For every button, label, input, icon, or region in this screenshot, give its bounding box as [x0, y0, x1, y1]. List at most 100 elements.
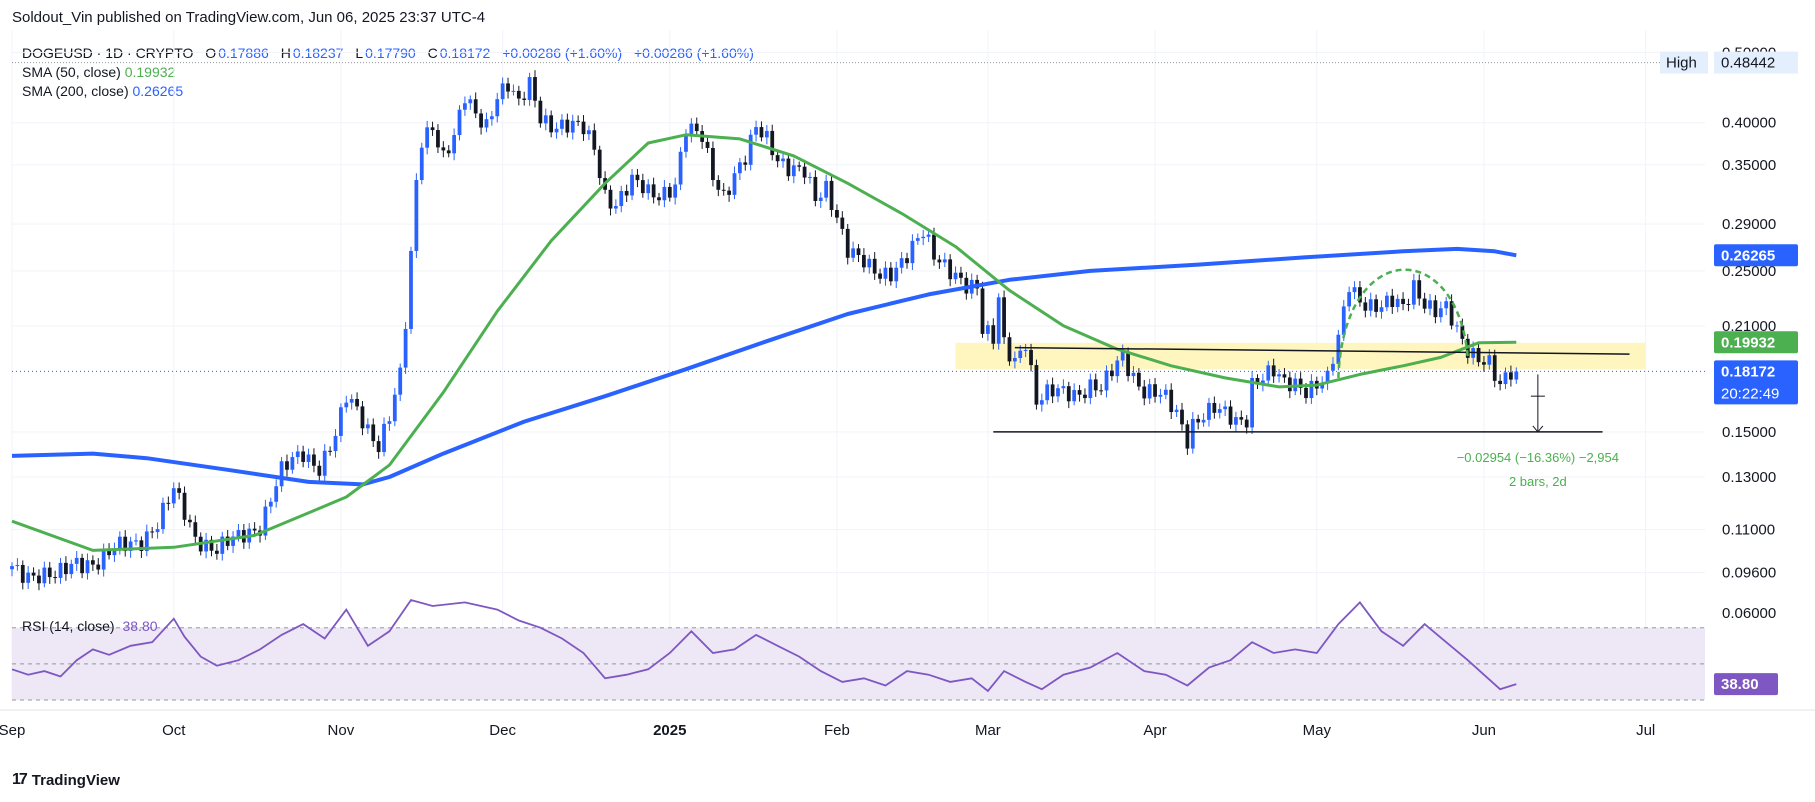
candle-body[interactable]: [161, 502, 165, 530]
candle-body[interactable]: [279, 461, 284, 487]
candle-body[interactable]: [1287, 377, 1292, 392]
candle-body[interactable]: [845, 228, 850, 258]
candle-body[interactable]: [436, 130, 440, 148]
candle-body[interactable]: [630, 174, 634, 196]
candle-body[interactable]: [225, 536, 230, 546]
candle-body[interactable]: [1331, 363, 1335, 371]
candle-body[interactable]: [74, 557, 79, 564]
candle-body[interactable]: [781, 158, 785, 162]
candle-body[interactable]: [1422, 298, 1427, 309]
candle-body[interactable]: [635, 174, 640, 181]
candle-body[interactable]: [856, 248, 861, 256]
candle-body[interactable]: [285, 461, 289, 470]
candle-body[interactable]: [263, 506, 268, 536]
candle-body[interactable]: [1099, 390, 1104, 392]
candle-body[interactable]: [150, 531, 155, 533]
candle-body[interactable]: [419, 147, 424, 180]
candle-body[interactable]: [754, 127, 758, 135]
candle-body[interactable]: [295, 451, 300, 458]
candle-body[interactable]: [1083, 394, 1087, 399]
candle-body[interactable]: [312, 454, 316, 466]
rsi-price-badge[interactable]: 38.80: [1714, 673, 1778, 696]
candle-body[interactable]: [991, 325, 996, 344]
candle-body[interactable]: [15, 564, 20, 567]
candle-body[interactable]: [867, 258, 872, 268]
candle-body[interactable]: [1185, 424, 1190, 449]
candle-body[interactable]: [549, 115, 554, 133]
candle-body[interactable]: [355, 398, 359, 407]
candle-body[interactable]: [775, 155, 780, 162]
candle-body[interactable]: [899, 258, 904, 268]
candle-body[interactable]: [840, 217, 845, 229]
candle-body[interactable]: [1379, 307, 1384, 312]
candle-body[interactable]: [231, 536, 235, 546]
candle-body[interactable]: [883, 267, 888, 279]
candle-body[interactable]: [711, 147, 715, 181]
candle-body[interactable]: [737, 162, 742, 174]
candle-body[interactable]: [657, 197, 661, 201]
candle-body[interactable]: [209, 539, 214, 551]
candle-body[interactable]: [1363, 302, 1368, 311]
candle-body[interactable]: [1352, 287, 1357, 293]
candle-body[interactable]: [1341, 306, 1346, 335]
candle-body[interactable]: [1163, 389, 1168, 395]
candle-body[interactable]: [1002, 297, 1006, 338]
candle-body[interactable]: [1374, 299, 1378, 312]
candle-body[interactable]: [1358, 287, 1362, 303]
candle-body[interactable]: [1142, 386, 1147, 399]
candle-body[interactable]: [220, 536, 225, 554]
candle-body[interactable]: [214, 550, 219, 554]
rounded-top-arc[interactable]: [1337, 268, 1470, 378]
candle-body[interactable]: [996, 297, 1001, 344]
candle-body[interactable]: [1212, 402, 1217, 413]
candle-body[interactable]: [58, 562, 63, 578]
candle-body[interactable]: [1498, 380, 1503, 385]
candle-body[interactable]: [1476, 348, 1481, 363]
candle-body[interactable]: [743, 162, 748, 165]
candle-body[interactable]: [1093, 379, 1098, 391]
candle-body[interactable]: [1304, 387, 1308, 399]
candle-body[interactable]: [1023, 349, 1028, 351]
candle-body[interactable]: [1492, 355, 1497, 381]
candle-body[interactable]: [42, 567, 47, 584]
candle-body[interactable]: [1061, 386, 1066, 389]
candle-body[interactable]: [1277, 374, 1281, 377]
neckline-trendline[interactable]: [1014, 346, 1630, 355]
candle-body[interactable]: [694, 123, 699, 132]
candle-body[interactable]: [727, 190, 731, 195]
candle-body[interactable]: [824, 180, 829, 198]
candle-body[interactable]: [403, 328, 408, 368]
candle-body[interactable]: [479, 113, 483, 128]
candle-body[interactable]: [1395, 298, 1400, 308]
candle-body[interactable]: [1336, 334, 1341, 364]
candle-body[interactable]: [1411, 280, 1416, 305]
candle-body[interactable]: [1385, 295, 1389, 308]
candle-body[interactable]: [894, 267, 899, 282]
candle-body[interactable]: [543, 115, 548, 124]
candle-body[interactable]: [69, 563, 74, 575]
candle-body[interactable]: [376, 441, 381, 453]
candle-body[interactable]: [948, 259, 953, 280]
candle-body[interactable]: [274, 486, 279, 502]
candle-body[interactable]: [1029, 349, 1033, 366]
sma50-legend[interactable]: SMA (50, close) 0.19932: [22, 63, 754, 82]
candle-body[interactable]: [646, 184, 651, 194]
candle-body[interactable]: [1266, 365, 1271, 381]
candle-body[interactable]: [495, 99, 500, 117]
candle-body[interactable]: [252, 528, 257, 531]
candle-body[interactable]: [959, 272, 963, 278]
candle-body[interactable]: [716, 180, 721, 190]
candle-body[interactable]: [188, 519, 192, 523]
candle-body[interactable]: [576, 120, 581, 122]
candle-body[interactable]: [31, 572, 36, 576]
candle-body[interactable]: [1401, 298, 1405, 304]
sma200-price-badge[interactable]: 0.26265: [1714, 244, 1798, 267]
candle-body[interactable]: [613, 206, 618, 209]
candle-body[interactable]: [915, 238, 920, 241]
candle-body[interactable]: [134, 540, 138, 542]
candle-body[interactable]: [1180, 409, 1184, 425]
candle-body[interactable]: [808, 176, 812, 178]
candle-body[interactable]: [921, 236, 926, 239]
candle-body[interactable]: [851, 248, 855, 258]
